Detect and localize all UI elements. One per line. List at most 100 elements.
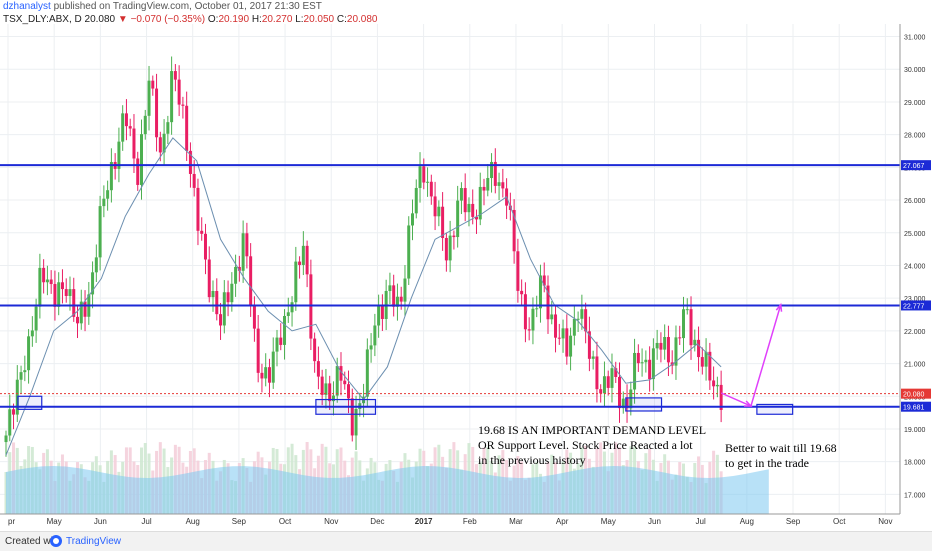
- candle-body-down: [42, 267, 46, 283]
- candle-body-up: [561, 328, 565, 339]
- x-tick-label: 2017: [415, 517, 433, 526]
- candle-body-down: [64, 289, 68, 296]
- x-tick-label: Jun: [94, 517, 107, 526]
- candle-body-up: [68, 289, 72, 296]
- candle-body-down: [76, 316, 80, 324]
- candle-body-down: [347, 384, 351, 399]
- volume-bars: [4, 442, 769, 514]
- candle-body-down: [313, 338, 317, 362]
- candle-body-down: [587, 331, 591, 359]
- candle-body-up: [388, 285, 392, 291]
- y-tick-label: 18.000: [904, 460, 926, 467]
- candle-body-down: [433, 196, 437, 217]
- price-axis[interactable]: 17.00018.00019.00020.00021.00022.00023.0…: [904, 35, 926, 500]
- candle-body-down: [328, 383, 332, 402]
- projection-arrow-line: [750, 304, 782, 407]
- candle-body-up: [15, 379, 19, 415]
- candle-body-up: [538, 275, 542, 309]
- tradingview-link[interactable]: TradingView: [66, 536, 122, 547]
- candle-body-up: [478, 186, 482, 220]
- candle-body-up: [94, 257, 98, 273]
- candle-body-down: [309, 274, 313, 339]
- candle-body-up: [531, 308, 535, 331]
- candle-body-up: [335, 366, 339, 396]
- candle-body-down: [181, 104, 185, 106]
- close-value: 20.080: [346, 14, 378, 25]
- candle-body-down: [192, 173, 196, 188]
- candle-body-up: [550, 314, 554, 320]
- high-label: H:: [251, 14, 262, 25]
- candle-body-up: [139, 134, 143, 185]
- x-tick-label: Jul: [696, 517, 706, 526]
- candle-body-up: [45, 279, 49, 283]
- candle-body-up: [369, 345, 373, 350]
- candle-body-down: [606, 376, 610, 388]
- y-tick-label: 30.000: [904, 67, 926, 74]
- y-tick-label: 21.000: [904, 362, 926, 369]
- x-tick-label: Nov: [878, 517, 892, 526]
- candle-body-up: [162, 133, 166, 153]
- low-label: L:: [295, 14, 304, 25]
- candle-body-down: [252, 306, 256, 329]
- candle-body-down: [392, 285, 396, 307]
- x-tick-label: Dec: [370, 517, 384, 526]
- candle-body-up: [644, 359, 648, 363]
- candle-body-down: [260, 372, 264, 379]
- candle-body-up: [572, 318, 576, 336]
- candle-body-down: [512, 209, 516, 252]
- candle-body-down: [279, 337, 283, 345]
- candle-body-up: [109, 161, 113, 191]
- candle-body-up: [170, 71, 174, 123]
- candle-body-down: [305, 245, 309, 275]
- trade-note: Better to wait till 19.68 to get in the …: [725, 441, 837, 471]
- candle-body-down: [501, 182, 505, 189]
- candle-body-down: [719, 384, 723, 410]
- projection-arrow-line: [720, 392, 752, 407]
- time-axis[interactable]: pr May Jun Jul Aug Sep Oct Nov Dec 2017 Feb Mar Apr M…: [8, 517, 892, 526]
- candle-body-down: [482, 186, 486, 191]
- support-box: [315, 398, 377, 415]
- candle-body-up: [354, 409, 358, 436]
- close-label: C:: [336, 14, 347, 25]
- support-box: [756, 403, 794, 415]
- candle-body-up: [331, 395, 335, 402]
- candle-body-down: [474, 216, 478, 220]
- symbol-name[interactable]: TSX_DLY:ABX, D: [3, 14, 82, 25]
- candle-body-down: [546, 285, 550, 320]
- open-label: O:: [207, 14, 219, 25]
- tradingview-logo-icon[interactable]: [50, 535, 62, 547]
- support-note-line-2: OR Support Level. Stock Price Reacted a …: [478, 438, 693, 452]
- candle-body-up: [621, 398, 625, 409]
- candle-body-down: [298, 261, 302, 265]
- author-link[interactable]: dzhanalyst: [3, 1, 51, 12]
- candle-body-up: [30, 330, 34, 337]
- x-tick-label: Jul: [141, 517, 151, 526]
- x-tick-label: Sep: [786, 517, 801, 526]
- level-tag-label: 19.681: [903, 405, 925, 412]
- candle-body-up: [8, 409, 12, 436]
- candle-body-up: [264, 367, 268, 379]
- candle-body-down: [599, 389, 603, 394]
- candle-body-up: [685, 309, 689, 311]
- last-price-tag: [901, 388, 931, 399]
- candle-body-down: [584, 309, 588, 332]
- y-tick-label: 24.000: [904, 263, 926, 270]
- x-tick-label: May: [47, 517, 62, 526]
- candle-body-up: [19, 372, 23, 380]
- last-price: 20.080: [84, 14, 116, 25]
- candle-body-down: [554, 314, 558, 338]
- candle-body-up: [34, 306, 38, 331]
- candle-body-down: [343, 380, 347, 385]
- candle-body-down: [49, 279, 53, 285]
- x-tick-label: Mar: [509, 517, 523, 526]
- candle-body-down: [666, 337, 670, 363]
- candle-body-down: [542, 275, 546, 286]
- y-tick-label: 29.000: [904, 100, 926, 107]
- candle-body-down: [625, 398, 629, 409]
- candle-body-up: [663, 337, 667, 350]
- candle-body-down: [444, 237, 448, 261]
- candle-body-up: [633, 352, 637, 390]
- candle-body-down: [132, 128, 136, 159]
- candle-body-up: [704, 351, 708, 367]
- candle-body-down: [471, 203, 475, 217]
